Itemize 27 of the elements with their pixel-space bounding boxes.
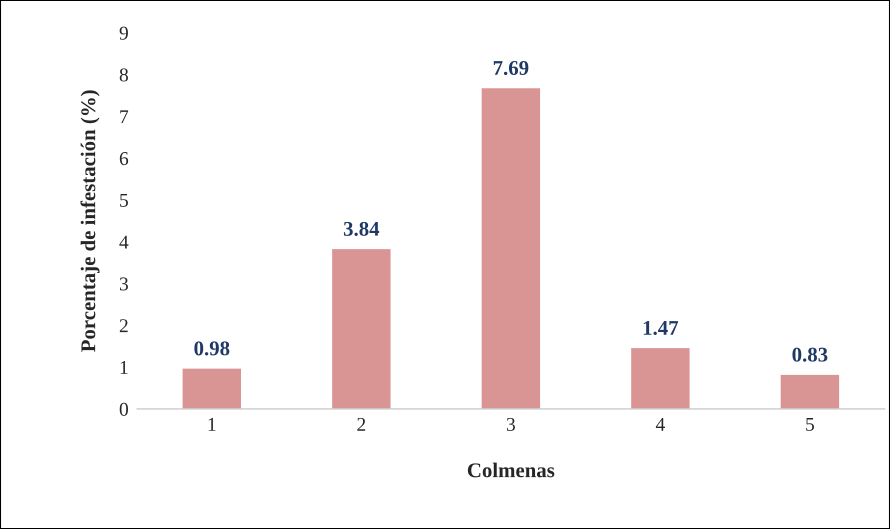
y-axis-title: Porcentaje de infestación (%) xyxy=(80,90,100,352)
x-tick-label: 1 xyxy=(208,418,216,431)
x-axis-title: Colmenas xyxy=(468,462,554,478)
x-tick-label: 2 xyxy=(357,418,366,431)
x-tick-label: 3 xyxy=(506,418,515,431)
bar xyxy=(630,346,691,409)
y-tick-label: 5 xyxy=(120,194,128,207)
y-tick-label: 4 xyxy=(119,236,128,248)
y-tick-label: 1 xyxy=(120,361,128,374)
data-label: 3.84 xyxy=(344,222,380,236)
data-label: 1.47 xyxy=(644,320,678,336)
y-tick-label: 8 xyxy=(120,68,128,82)
y-tick-label: 3 xyxy=(120,277,128,290)
y-tick-label: 9 xyxy=(120,26,128,40)
data-label: 7.69 xyxy=(494,60,528,76)
y-tick-label: 7 xyxy=(120,110,128,124)
x-tick-label: 4 xyxy=(656,418,665,431)
y-tick-label: 6 xyxy=(120,152,128,166)
x-tick-label: 5 xyxy=(806,418,814,431)
data-label: 0.98 xyxy=(194,341,230,356)
bar xyxy=(181,367,242,409)
bar xyxy=(330,248,392,409)
bar xyxy=(779,374,840,409)
y-tick-label: 2 xyxy=(120,319,128,332)
y-tick-label: 0 xyxy=(120,402,128,416)
data-label: 0.83 xyxy=(792,348,828,362)
bar xyxy=(480,86,542,409)
